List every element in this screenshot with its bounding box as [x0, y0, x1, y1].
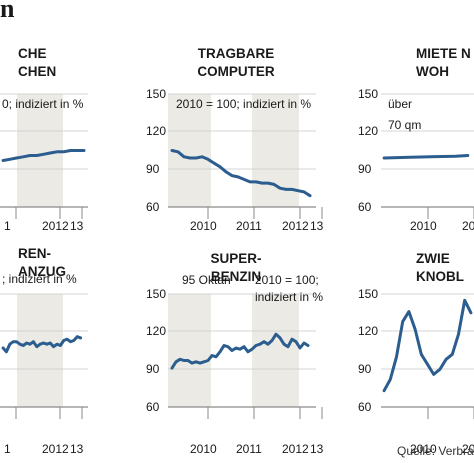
series-line	[1, 149, 86, 162]
x-tick-label: 1	[4, 219, 11, 233]
chart-title-line: CHEN	[18, 64, 56, 79]
y-tick-label: 90	[146, 362, 160, 376]
x-tick-label: 2012	[282, 219, 309, 233]
chart-annotation: 70 qm	[388, 118, 421, 132]
x-tick-label: 1	[4, 442, 11, 456]
series-line	[1, 335, 83, 354]
chart-panel-3: 150 120 90 60 2010 20 MIETE N WOH über 70 qm	[358, 46, 474, 233]
x-tick-label: 13	[70, 442, 84, 456]
y-tick-label: 150	[358, 87, 378, 101]
y-tick-label: 60	[146, 200, 160, 214]
chart-annotation: 2010 = 100;	[255, 273, 319, 287]
chart-title-line: WOH	[416, 64, 449, 79]
chart-title-line: ZWIE	[416, 251, 450, 266]
y-tick-label: 60	[358, 400, 372, 414]
chart-title-line: CHE	[18, 46, 47, 61]
shaded-year-band	[252, 294, 299, 407]
y-tick-label: 120	[146, 124, 166, 138]
y-tick-label: 90	[358, 162, 372, 176]
y-tick-label: 90	[358, 362, 372, 376]
chart-title-line: KNOBL	[416, 269, 464, 284]
chart-annotation: 2010 = 100; indiziert in %	[176, 97, 311, 111]
chart-title-line: BENZIN	[211, 269, 261, 284]
chart-title-line: COMPUTER	[197, 64, 275, 79]
x-tick-label: 13	[70, 219, 84, 233]
y-tick-label: 120	[358, 324, 378, 338]
x-tick-label: 20	[462, 442, 474, 456]
chart-title-line: REN-	[18, 246, 51, 261]
chart-panel-4: 1 2012 13 REN- ANZUG; indiziert in %	[0, 246, 88, 456]
chart-annotation: 95 Oktan	[182, 273, 231, 287]
x-tick-label: 2010	[410, 442, 437, 456]
y-tick-label: 150	[146, 87, 166, 101]
chart-panel-2: 150 120 90 60 2010 2011 2012 13 TRAGBARE COMPUTER…	[146, 46, 324, 233]
y-tick-label: 60	[146, 400, 160, 414]
chart-title-line: TRAGBARE	[198, 46, 275, 61]
x-tick-label: 2012	[282, 442, 309, 456]
x-tick-label: 2010	[190, 219, 217, 233]
chart-annotation: indiziert in %	[255, 290, 323, 304]
source-note: Quelle: Verbra	[397, 444, 474, 458]
x-tick-label: 2011	[236, 219, 262, 233]
shaded-year-band	[168, 294, 211, 407]
series-line	[170, 332, 310, 370]
x-tick-label: 2010	[410, 219, 437, 233]
chart-annotation: 0; indiziert in %	[2, 97, 84, 111]
x-tick-label: 2011	[236, 442, 262, 456]
y-tick-label: 120	[146, 324, 166, 338]
x-tick-label: 2012	[42, 442, 69, 456]
y-tick-label: 90	[146, 162, 160, 176]
chart-title-line: MIETE N	[416, 46, 471, 61]
y-tick-label: 120	[358, 124, 378, 138]
chart-title-line: SUPER-	[210, 251, 261, 266]
chart-panel-6: 150 120 90 60 2010 20 ZWIE KNOBL	[358, 251, 474, 456]
x-tick-label: 2012	[42, 219, 69, 233]
header-title-fragment: n	[0, 0, 15, 23]
shaded-year-band	[17, 294, 63, 407]
x-tick-label: 20	[462, 219, 474, 233]
shaded-year-band	[17, 94, 63, 207]
chart-panel-1: 1 2012 13 CHE CHEN 0; indiziert in %	[0, 46, 88, 233]
series-line	[170, 149, 312, 198]
x-tick-label: 13	[310, 442, 324, 456]
chart-title-line: ANZUG	[18, 264, 66, 279]
chart-annotation: über	[388, 97, 412, 111]
y-tick-label: 150	[358, 287, 378, 301]
series-line	[382, 154, 470, 160]
series-line	[382, 298, 473, 393]
chart-annotation: ; indiziert in %	[2, 272, 77, 286]
x-tick-label: 13	[310, 219, 324, 233]
y-tick-label: 150	[146, 287, 166, 301]
y-tick-label: 60	[358, 200, 372, 214]
x-tick-label: 2010	[190, 442, 217, 456]
